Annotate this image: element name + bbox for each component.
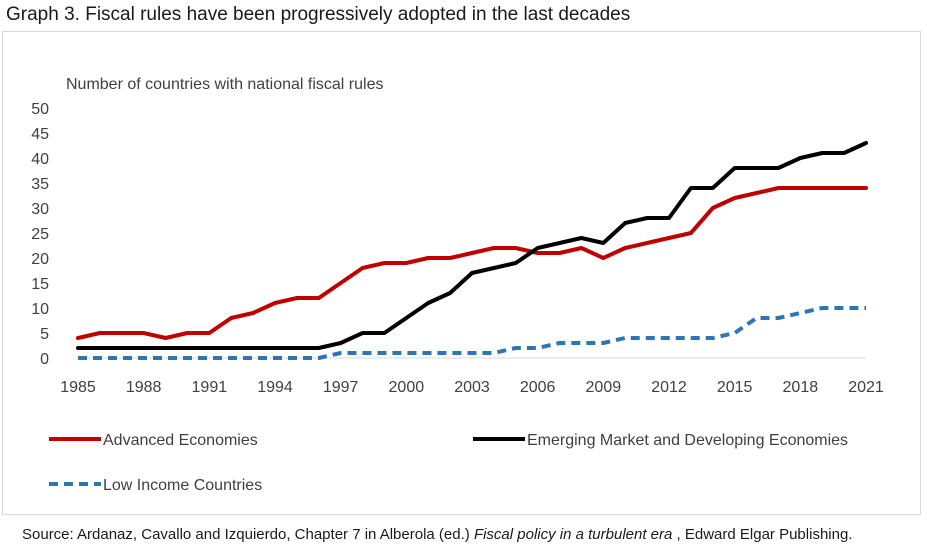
y-axis-title: Number of countries with national fiscal…	[66, 76, 383, 93]
x-tick-label: 1997	[323, 379, 359, 396]
source-prefix: Source: Ardanaz, Cavallo and Izquierdo, …	[22, 526, 474, 543]
x-tick-label: 2015	[717, 379, 753, 396]
source-book-title: Fiscal policy in a turbulent era	[473, 526, 673, 543]
series-line-2	[76, 141, 868, 350]
y-tick-label: 5	[40, 326, 49, 343]
x-tick-label: 2012	[651, 379, 687, 396]
series-line-3	[78, 306, 866, 360]
y-tick-label: 15	[31, 276, 49, 293]
y-tick-label: 25	[31, 226, 49, 243]
x-tick-label: 1991	[192, 379, 228, 396]
y-tick-label: 30	[31, 201, 49, 218]
y-tick-label: 20	[31, 251, 49, 268]
x-tick-label: 1985	[60, 379, 96, 396]
x-tick-label: 2003	[454, 379, 490, 396]
chart-area: Number of countries with national fiscal…	[2, 31, 921, 515]
y-tick-label: 35	[31, 176, 49, 193]
y-tick-label: 40	[31, 151, 49, 168]
y-tick-label: 50	[31, 101, 49, 118]
legend: Advanced Economies Emerging Market and De…	[49, 432, 848, 494]
x-tick-label: 1994	[257, 379, 293, 396]
y-tick-label: 45	[31, 126, 49, 143]
source-suffix: , Edward Elgar Publishing.	[672, 526, 853, 543]
x-tick-label: 2009	[586, 379, 622, 396]
legend-label-3: Low Income Countries	[103, 477, 262, 494]
x-tick-label: 1988	[126, 379, 162, 396]
y-tick-label: 0	[40, 351, 49, 368]
x-tick-label: 2018	[783, 379, 819, 396]
graph-title: Graph 3. Fiscal rules have been progress…	[6, 4, 631, 25]
legend-label-2: Emerging Market and Developing Economies	[527, 432, 848, 449]
x-axis-ticks: 1985 1988 1991 1994 1997 2000 2003 2006 2009 2012…	[60, 379, 884, 396]
y-tick-label: 10	[31, 301, 49, 318]
series-line-1	[76, 186, 868, 340]
legend-label-1: Advanced Economies	[103, 432, 258, 449]
x-tick-label: 2000	[389, 379, 425, 396]
series-lines	[76, 141, 868, 360]
source-note: Source: Ardanaz, Cavallo and Izquierdo, …	[22, 526, 852, 543]
x-tick-label: 2021	[848, 379, 884, 396]
y-axis-ticks: 0 5 10 15 20 25 30 35 40 45 50	[31, 101, 49, 368]
x-tick-label: 2006	[520, 379, 556, 396]
line-chart: Number of countries with national fiscal…	[31, 76, 884, 494]
